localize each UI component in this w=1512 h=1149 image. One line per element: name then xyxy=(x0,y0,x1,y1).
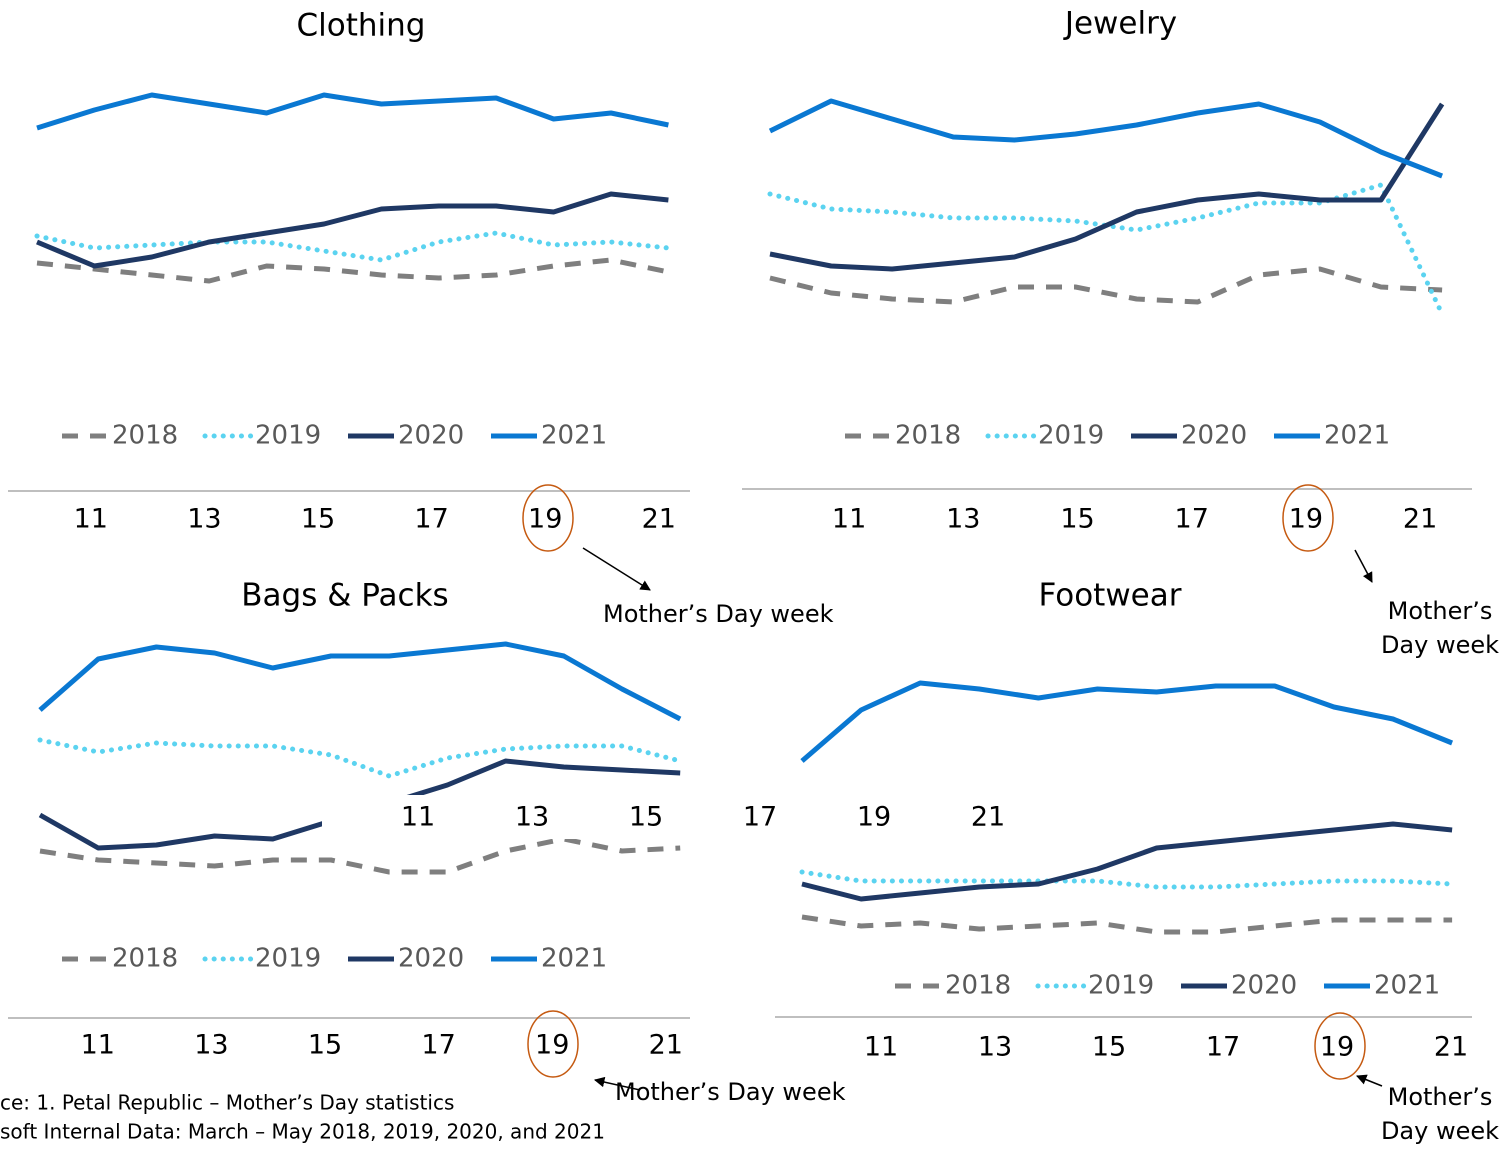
legend-label: 2018 xyxy=(112,944,178,974)
source-note: ce: 1. Petal Republic – Mother’s Day sta… xyxy=(0,1091,454,1115)
stray-tick-label: 15 xyxy=(629,802,663,833)
series-line xyxy=(36,257,669,284)
x-tick-label: 19 xyxy=(1320,1032,1354,1063)
series-line xyxy=(801,821,1453,902)
x-tick-label: 19 xyxy=(528,504,562,535)
x-tick-label: 17 xyxy=(1175,504,1209,535)
annotation: Mother’s Day week xyxy=(615,1078,846,1106)
stray-tick-label: 17 xyxy=(743,802,777,833)
x-tick-label: 13 xyxy=(194,1030,228,1061)
highlight-circle xyxy=(1282,484,1334,552)
x-tick-label: 17 xyxy=(421,1030,455,1061)
x-tick-label: 11 xyxy=(74,504,108,535)
legend-label: 2021 xyxy=(541,944,607,974)
x-tick-label: 13 xyxy=(946,504,980,535)
x-tick-label: 21 xyxy=(649,1030,683,1061)
series-line xyxy=(768,98,1444,179)
annotation: Day week xyxy=(1381,631,1499,659)
series-line xyxy=(769,266,1443,305)
arrow xyxy=(1356,1074,1383,1087)
chart-title: Jewelry xyxy=(1063,6,1177,42)
highlight-circle xyxy=(522,484,574,552)
chart-title: Bags & Packs xyxy=(241,578,448,614)
x-tick-label: 13 xyxy=(187,504,221,535)
legend-label: 2018 xyxy=(112,421,178,451)
series-line xyxy=(37,737,683,779)
arrow xyxy=(582,547,651,591)
chart-title: Clothing xyxy=(297,8,426,44)
x-tick-label: 15 xyxy=(301,504,335,535)
source-note: soft Internal Data: March – May 2018, 20… xyxy=(0,1120,605,1144)
x-tick-label: 21 xyxy=(1434,1032,1468,1063)
stray-tick-label: 21 xyxy=(971,802,1005,833)
legend-label: 2019 xyxy=(1088,971,1154,1001)
x-tick-label: 21 xyxy=(1403,504,1437,535)
x-tick-label: 11 xyxy=(832,504,866,535)
x-tick-label: 11 xyxy=(81,1030,115,1061)
stray-tick-label: 13 xyxy=(515,802,549,833)
x-tick-label: 13 xyxy=(978,1032,1012,1063)
x-tick-label: 17 xyxy=(414,504,448,535)
series-line xyxy=(769,102,1445,272)
legend-label: 2020 xyxy=(398,944,464,974)
annotation: Mother’s Day week xyxy=(603,600,834,628)
x-tick-label: 11 xyxy=(864,1032,898,1063)
stray-tick-label: 11 xyxy=(401,802,435,833)
series-line xyxy=(800,680,1454,763)
x-tick-label: 15 xyxy=(308,1030,342,1061)
annotation: Mother’s xyxy=(1388,1083,1493,1111)
highlight-circle xyxy=(527,1010,579,1078)
overlay-box xyxy=(322,795,792,839)
legend-label: 2019 xyxy=(1038,421,1104,451)
legend-label: 2021 xyxy=(541,421,607,451)
x-tick-label: 15 xyxy=(1092,1032,1126,1063)
annotation: Day week xyxy=(1381,1117,1499,1145)
legend-label: 2020 xyxy=(398,421,464,451)
x-tick-label: 19 xyxy=(1289,504,1323,535)
arrow xyxy=(593,1076,641,1091)
series-line xyxy=(36,92,669,131)
series-line xyxy=(39,836,681,875)
legend-label: 2020 xyxy=(1181,421,1247,451)
highlight-circle xyxy=(1314,1012,1366,1080)
series-line xyxy=(38,641,682,722)
stray-tick-label: 19 xyxy=(857,802,891,833)
legend-label: 2018 xyxy=(945,971,1011,1001)
series-line xyxy=(34,230,671,263)
x-tick-label: 17 xyxy=(1206,1032,1240,1063)
legend-label: 2021 xyxy=(1324,421,1390,451)
legend-label: 2019 xyxy=(255,944,321,974)
series-line xyxy=(799,869,1455,890)
chart-title: Footwear xyxy=(1039,578,1182,614)
legend-label: 2019 xyxy=(255,421,321,451)
legend-label: 2020 xyxy=(1231,971,1297,1001)
legend-label: 2018 xyxy=(895,421,961,451)
annotation: Mother’s xyxy=(1388,597,1493,625)
x-tick-label: 15 xyxy=(1060,504,1094,535)
x-tick-label: 19 xyxy=(535,1030,569,1061)
legend-label: 2021 xyxy=(1374,971,1440,1001)
series-line xyxy=(801,914,1453,935)
x-tick-label: 21 xyxy=(642,504,676,535)
arrow xyxy=(1354,549,1373,583)
series-line xyxy=(36,191,669,269)
